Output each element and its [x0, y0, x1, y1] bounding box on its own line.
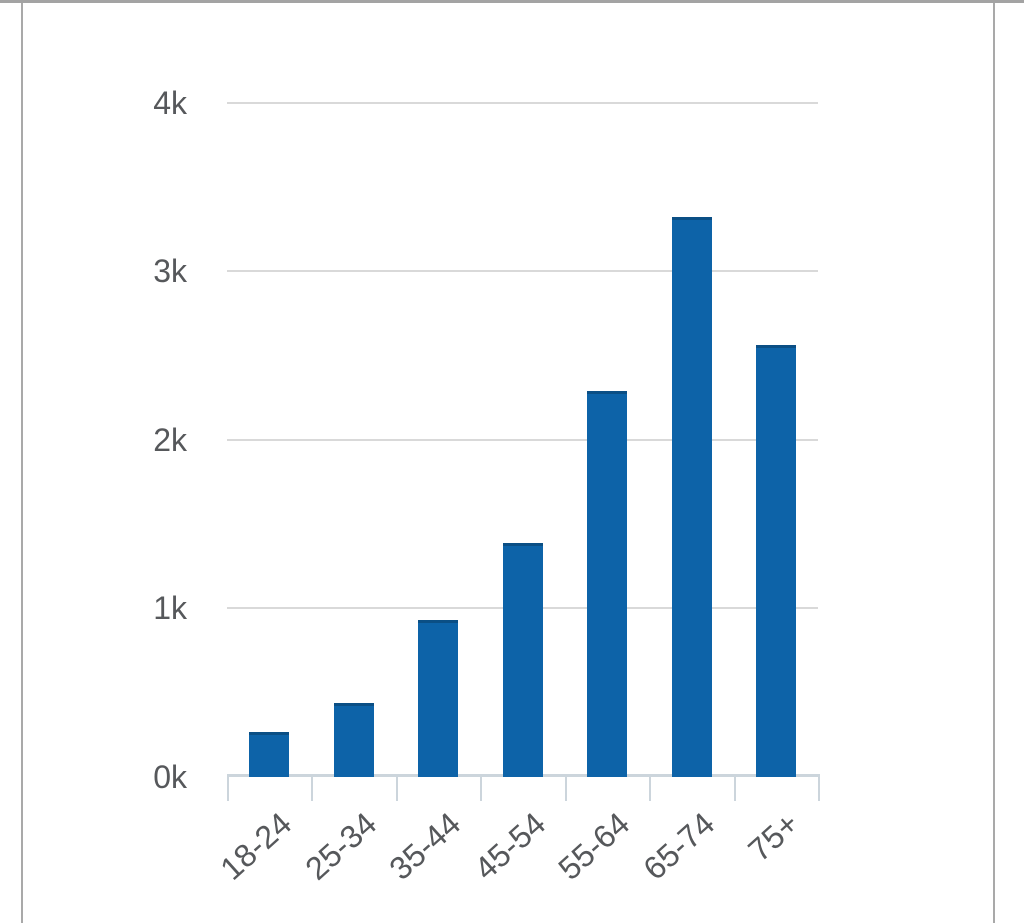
- x-axis-tick: [311, 775, 314, 801]
- x-axis-label-45-54: 45-54: [467, 805, 553, 887]
- bar-75+[interactable]: [756, 345, 797, 777]
- x-axis-tick: [564, 775, 567, 801]
- x-axis-tick: [733, 775, 736, 801]
- y-axis-label-4k: 4k: [153, 84, 187, 121]
- x-axis-label-55-64: 55-64: [551, 805, 637, 887]
- x-axis-tick: [649, 775, 652, 801]
- gridline-4k: [227, 101, 819, 104]
- gridline-3k: [227, 270, 819, 273]
- bar-55-64[interactable]: [587, 390, 628, 777]
- x-axis-label-25-34: 25-34: [298, 805, 384, 887]
- y-axis-label-0k: 0k: [153, 759, 187, 795]
- x-axis-tick: [227, 775, 229, 801]
- x-axis-label-35-44: 35-44: [382, 805, 468, 887]
- y-axis-label-1k: 1k: [153, 590, 187, 627]
- y-axis-label-3k: 3k: [153, 253, 187, 290]
- bar-25-34[interactable]: [333, 702, 374, 777]
- bar-65-74[interactable]: [671, 217, 712, 777]
- card-top-border: [0, 0, 1024, 3]
- card-left-border: [21, 3, 23, 923]
- x-axis-tick: [480, 775, 483, 801]
- x-axis-tick: [395, 775, 398, 801]
- gridline-2k: [227, 438, 819, 441]
- y-axis-label-2k: 2k: [153, 421, 187, 458]
- x-axis-label-65-74: 65-74: [636, 805, 722, 887]
- x-axis-tick: [818, 775, 821, 801]
- card-right-border: [993, 3, 995, 923]
- bar-18-24[interactable]: [249, 732, 290, 777]
- bar-45-54[interactable]: [502, 542, 543, 777]
- x-axis-label-18-24: 18-24: [213, 805, 299, 887]
- bar-35-44[interactable]: [418, 620, 459, 777]
- x-axis-label-75+: 75+: [741, 805, 806, 869]
